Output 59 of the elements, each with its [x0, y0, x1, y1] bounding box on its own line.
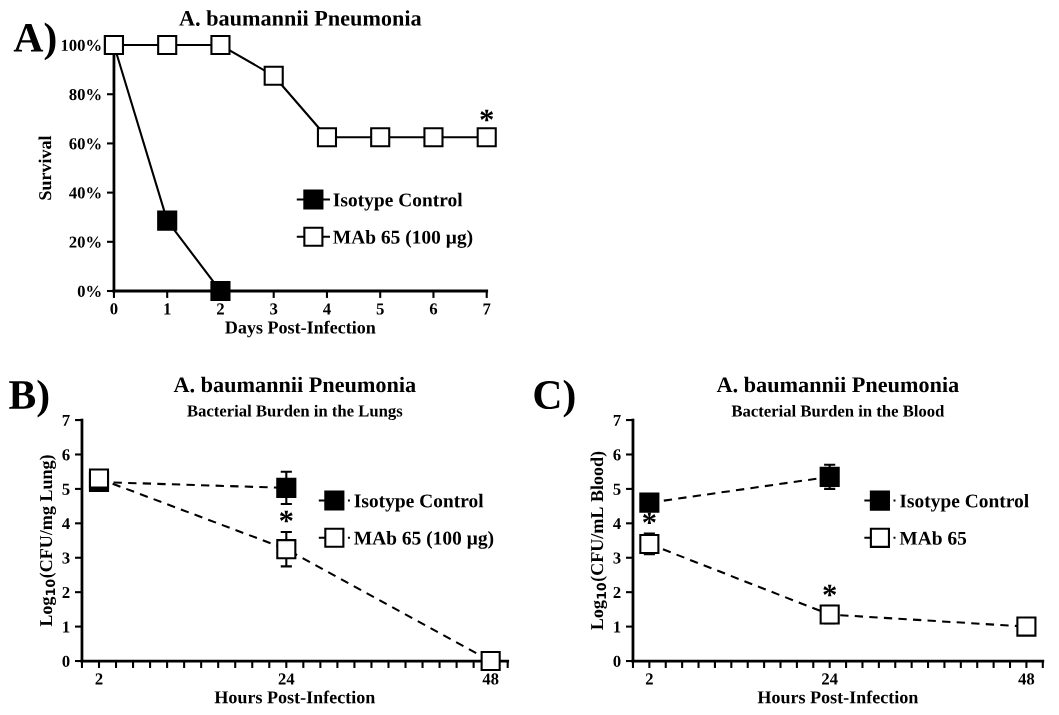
y-axis-title: Log$_{10}$(CFU/mg Lung) — [39, 455, 56, 627]
y-tick-label: 6 — [613, 449, 621, 461]
annotation: * — [480, 109, 494, 122]
y-tick-label: 5 — [613, 483, 621, 495]
y-tick-label: 6 — [62, 449, 70, 461]
x-tick-label: 48 — [1018, 673, 1035, 685]
y-tick-label: 3 — [62, 552, 70, 564]
x-tick-label: 1 — [164, 303, 171, 315]
annotation: * — [823, 584, 837, 597]
x-tick-label: 3 — [270, 303, 278, 315]
y-tick-label: 4 — [62, 518, 70, 530]
x-tick-label: 48 — [482, 673, 499, 685]
chart-subtitle: Bacterial Burden in the Blood — [731, 404, 945, 417]
y-tick-label: 20% — [69, 236, 101, 248]
y-tick-label: 7 — [62, 414, 70, 426]
annotation: * — [642, 512, 656, 525]
y-tick-label: 80% — [69, 88, 101, 101]
x-axis-title: Hours Post-Infection — [757, 690, 919, 704]
y-tick-label: 100% — [61, 39, 101, 52]
x-axis-title: Days Post-Infection — [225, 320, 376, 338]
legend-label: Isotype Control — [333, 192, 463, 211]
x-tick-label: 2 — [645, 673, 653, 685]
y-tick-label: 4 — [613, 518, 621, 530]
x-axis-title: Hours Post-Infection — [214, 690, 376, 704]
y-tick-label: 1 — [614, 621, 621, 633]
text: C) — [534, 379, 575, 418]
y-tick-label: 0% — [77, 285, 101, 298]
y-axis-title: Survival — [38, 135, 52, 200]
x-tick-label: 24 — [822, 673, 838, 685]
x-tick-label: 0 — [110, 303, 118, 315]
chart-title: A. baumannii Pneumonia — [716, 376, 959, 393]
y-tick-label: 0 — [62, 655, 70, 667]
legend-label: MAb 65 (100 µg) — [333, 230, 473, 248]
chart-subtitle: Bacterial Burden in the Lungs — [187, 404, 403, 421]
text: B) — [9, 379, 49, 418]
x-tick-label: 5 — [376, 303, 384, 315]
legend-label: Isotype Control — [900, 493, 1029, 512]
annotation: * — [279, 510, 293, 523]
y-tick-label: 60% — [69, 138, 101, 150]
y-tick-label: 3 — [613, 552, 621, 564]
y-tick-label: 2 — [613, 586, 621, 598]
legend-label: MAb 65 (100 µg) — [354, 531, 494, 549]
legend-label: MAb 65 — [899, 531, 967, 545]
chart-title: A. baumannii Pneumonia — [173, 376, 416, 393]
y-tick-label: 40% — [69, 187, 101, 199]
y-tick-label: 0 — [613, 655, 621, 667]
y-tick-label: 7 — [613, 414, 621, 426]
x-tick-label: 4 — [323, 303, 331, 315]
y-tick-label: 2 — [62, 586, 70, 598]
x-tick-label: 7 — [483, 303, 491, 315]
chart-title: A. baumannii Pneumonia — [179, 10, 422, 26]
legend-label: Isotype Control — [354, 493, 484, 512]
x-tick-label: 2 — [216, 303, 224, 315]
x-tick-label: 6 — [429, 303, 438, 315]
y-tick-label: 1 — [63, 621, 70, 633]
y-tick-label: 5 — [62, 483, 70, 495]
x-tick-label: 24 — [278, 673, 295, 685]
text: A) — [13, 22, 56, 61]
y-axis-title: Log$_{10}$(CFU/mL Blood) — [590, 451, 607, 630]
